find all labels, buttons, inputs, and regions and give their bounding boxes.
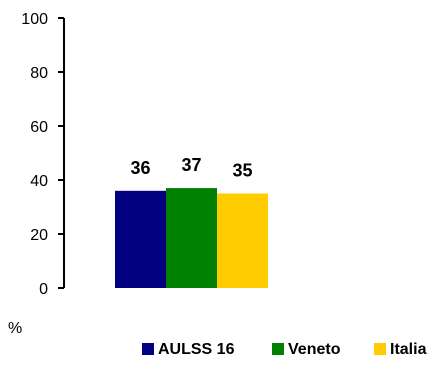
- y-axis: 0 20 40 60 80 100: [21, 11, 65, 298]
- legend-swatch: [142, 343, 154, 355]
- legend: AULSS 16 Veneto Italia: [142, 341, 427, 358]
- data-label: 37: [181, 155, 201, 175]
- legend-swatch: [272, 343, 284, 355]
- data-labels: 36 37 35: [130, 155, 252, 180]
- legend-entry: Veneto: [288, 341, 341, 358]
- data-label: 35: [232, 161, 252, 181]
- y-tick-label: 20: [30, 227, 48, 244]
- legend-entry: AULSS 16: [158, 341, 235, 358]
- data-label: 36: [130, 158, 150, 178]
- y-tick-label: 100: [21, 11, 48, 28]
- bar-veneto: [166, 188, 217, 288]
- y-tick-label: 40: [30, 173, 48, 190]
- y-tick-label: 60: [30, 119, 48, 136]
- y-tick-label: 80: [30, 65, 48, 82]
- y-ticks: 0 20 40 60 80 100: [21, 11, 64, 298]
- y-tick-label: 0: [39, 281, 48, 298]
- legend-entry: Italia: [390, 341, 427, 358]
- legend-swatch: [374, 343, 386, 355]
- bar-italia: [217, 193, 268, 288]
- bars: [115, 188, 268, 288]
- y-unit-label: %: [8, 320, 22, 337]
- bar-aulss-16: [115, 190, 166, 288]
